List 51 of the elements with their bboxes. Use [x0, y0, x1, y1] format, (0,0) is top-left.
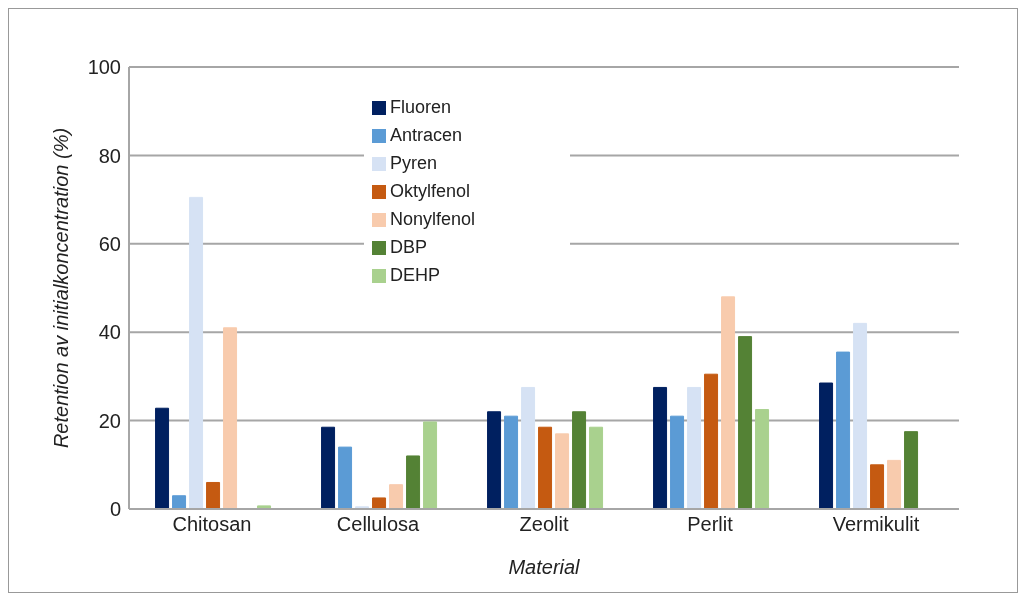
legend-label: DBP [390, 237, 428, 257]
bar [206, 481, 221, 509]
bar [704, 373, 719, 509]
bar [172, 495, 187, 509]
bar [406, 455, 421, 509]
x-tick-label: Chitosan [172, 513, 252, 536]
bar [836, 351, 851, 509]
x-tick-label: Zeolit [519, 513, 569, 536]
bar [555, 433, 570, 509]
bar [372, 497, 387, 509]
bar [589, 426, 604, 509]
legend-label: Pyren [390, 153, 438, 173]
bar [504, 415, 519, 509]
x-axis-title: Material [508, 556, 581, 578]
legend-label: Antracen [390, 125, 463, 145]
legend-label: Oktylfenol [390, 181, 471, 201]
bar [670, 415, 685, 509]
x-tick-label: Perlit [687, 513, 734, 536]
legend-label: DEHP [390, 265, 441, 285]
bar [389, 484, 404, 509]
bar [887, 459, 902, 509]
y-tick-label: 80 [98, 144, 121, 167]
y-tick-label: 40 [98, 321, 121, 344]
bar [904, 431, 919, 509]
bar [538, 426, 553, 509]
bar [572, 411, 587, 509]
y-tick-label: 100 [87, 56, 121, 79]
bar [870, 464, 885, 509]
bar [653, 386, 668, 509]
bar [189, 196, 204, 509]
bar [755, 409, 770, 509]
legend-label: Nonylfenol [390, 209, 476, 229]
x-tick-label: Cellulosa [336, 513, 421, 536]
y-tick-label: 20 [98, 409, 121, 432]
x-tick-label: Vermikulit [832, 513, 920, 536]
bar [423, 421, 438, 509]
bar [819, 382, 834, 509]
bar [155, 407, 170, 509]
bar [721, 296, 736, 509]
y-axis-title: Retention av initialkoncentration (%) [50, 127, 73, 449]
bar [853, 322, 868, 509]
bar [738, 336, 753, 509]
y-tick-label: 0 [109, 498, 121, 521]
bar [338, 446, 353, 509]
bar [687, 386, 702, 509]
bar [487, 411, 502, 509]
bar [321, 426, 336, 509]
bar [223, 327, 238, 509]
legend-label: Fluoren [390, 97, 452, 117]
y-tick-label: 60 [98, 232, 121, 255]
bar [521, 386, 536, 509]
